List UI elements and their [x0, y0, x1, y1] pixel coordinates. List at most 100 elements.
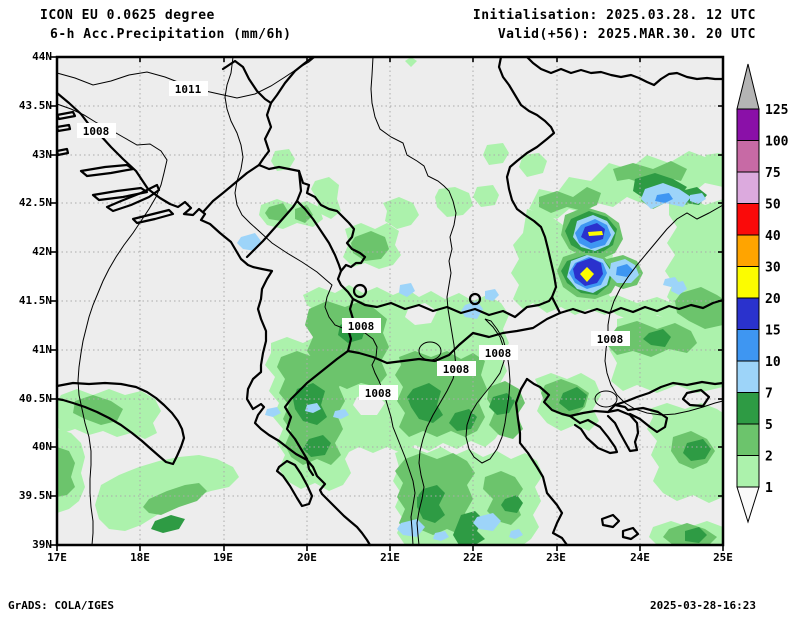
isobar-1008-closed — [418, 341, 442, 361]
graticule — [57, 57, 723, 545]
border-greece-macedonia — [346, 311, 562, 365]
colorbar-segment — [736, 234, 760, 267]
lat-label: 40.5N — [18, 392, 52, 405]
colorbar-value: 5 — [765, 418, 773, 433]
precip-blob — [616, 264, 633, 277]
valid-time: Valid(+56): 2025.MAR.30. 20 UTC — [497, 27, 756, 42]
lon-label: 19E — [213, 551, 233, 564]
isobar-label: 1008 — [365, 387, 392, 400]
lon-label: 18E — [130, 551, 150, 564]
isobar-label-box — [359, 385, 398, 400]
border-bosnia-serbia-south — [257, 101, 273, 167]
colorbar-value: 75 — [765, 166, 781, 181]
colorbar-value: 125 — [765, 103, 788, 118]
border-macedonia-serbia — [351, 295, 554, 319]
isobar-label: 1008 — [83, 125, 110, 138]
colorbar-segment — [736, 329, 760, 362]
precip-blob — [690, 193, 706, 204]
isobar-contours — [56, 56, 724, 546]
precip-blob — [683, 439, 711, 461]
lon-label: 21E — [380, 551, 400, 564]
precip-blob — [519, 153, 547, 177]
colorbar-value: 50 — [765, 198, 781, 213]
colorbar-value: 20 — [765, 292, 781, 307]
isobar-label-box — [437, 361, 476, 376]
border-montenegro-serbia — [257, 163, 301, 173]
colorbar-segment — [736, 360, 760, 393]
precip-blob — [435, 187, 473, 217]
colorbar-over-arrow — [736, 63, 760, 110]
lake-doiran — [468, 292, 482, 306]
lon-label: 17E — [47, 551, 67, 564]
precip-blob — [305, 403, 321, 413]
precip-blob — [265, 203, 289, 221]
lon-label: 23E — [546, 551, 566, 564]
lat-label: 43N — [32, 148, 52, 161]
colorbar-segment — [736, 171, 760, 204]
lat-label: 44N — [32, 50, 52, 63]
border-bosnia-serbia — [221, 55, 315, 105]
colorbar-value: 10 — [765, 355, 781, 370]
precip-blob — [473, 513, 501, 531]
generation-timestamp: 2025-03-28-16:23 — [650, 599, 756, 612]
island-sporades — [621, 526, 640, 541]
grads-credit: GrADS: COLA/IGES — [8, 599, 114, 612]
precip-blob — [293, 383, 327, 425]
colorbar-segment — [736, 108, 760, 141]
island-strip — [55, 110, 77, 121]
lat-label: 41.5N — [18, 294, 52, 307]
precip-blob — [433, 531, 449, 541]
colorbar-segment — [736, 203, 760, 236]
peninsula-peljesac — [105, 183, 161, 213]
isobar-1008 — [56, 103, 168, 546]
colorbar-value: 40 — [765, 229, 781, 244]
coastlines-borders — [55, 55, 725, 547]
lat-label: 42N — [32, 245, 52, 258]
precip-blob — [483, 143, 509, 165]
colorbar-segment — [736, 297, 760, 330]
precip-blob — [685, 527, 707, 543]
precip-blob — [613, 161, 687, 185]
precip-max-diamond — [580, 267, 594, 282]
precip-blob — [485, 289, 499, 301]
colorbar-labels: 125 100 75 50 40 30 20 15 10 7 5 2 1 — [765, 103, 789, 496]
colorbar-value: 7 — [765, 387, 773, 402]
isobar-1008 — [224, 56, 416, 546]
island-corfu — [275, 459, 314, 508]
init-time: Initialisation: 2025.03.28. 12 UTC — [472, 8, 756, 23]
coast-north-aegean — [613, 380, 725, 407]
precip-blob — [473, 185, 499, 207]
colorbar-segment — [736, 455, 760, 488]
island-thasos — [681, 388, 711, 408]
island-hvar — [79, 163, 135, 178]
colorbar: 125 100 75 50 40 30 20 15 10 7 5 2 1 — [736, 63, 789, 524]
precip-blob — [383, 197, 419, 229]
product-title: 6-h Acc.Precipitation (mm/6h) — [50, 27, 292, 42]
colorbar-value: 15 — [765, 324, 781, 339]
precip-blob — [501, 495, 523, 513]
border-montenegro-albania — [245, 169, 303, 259]
precip-max-dash — [588, 231, 603, 236]
isobar-label: 1008 — [443, 363, 470, 376]
isobar-label: 1008 — [348, 320, 375, 333]
precip-blob — [509, 529, 523, 539]
lat-label: 40N — [32, 440, 52, 453]
isobar-1008-closed — [594, 390, 618, 408]
colorbar-segment — [736, 423, 760, 456]
isobar-label-box — [169, 81, 208, 96]
colorbar-value: 1 — [765, 481, 773, 496]
colorbar-value: 30 — [765, 261, 781, 276]
border-danube-bulgaria-romania — [525, 55, 725, 87]
lat-label: 39.5N — [18, 489, 52, 502]
model-title: ICON EU 0.0625 degree — [40, 8, 215, 23]
colorbar-segment — [736, 140, 760, 173]
precip-yellow-layer — [580, 231, 603, 282]
lat-label: 42.5N — [18, 196, 52, 209]
lon-label: 24E — [630, 551, 650, 564]
precip-blob — [539, 187, 601, 213]
isobar-label-box — [77, 123, 116, 138]
precip-blob — [237, 233, 261, 251]
lat-label: 39N — [32, 538, 52, 551]
precip-blob — [143, 483, 207, 515]
